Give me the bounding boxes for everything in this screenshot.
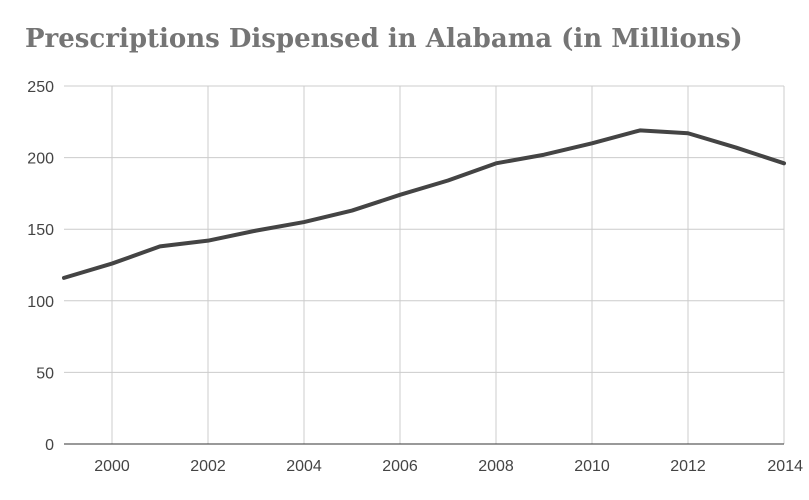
grid xyxy=(64,85,785,444)
y-tick-label-150: 150 xyxy=(27,222,54,239)
chart-title: Prescriptions Dispensed in Alabama (in M… xyxy=(25,24,743,54)
x-tick-label-2000: 2000 xyxy=(94,458,130,475)
x-tick-label-2010: 2010 xyxy=(574,458,610,475)
x-tick-label-2004: 2004 xyxy=(286,458,322,475)
y-tick-label-250: 250 xyxy=(27,79,54,96)
x-tick-label-2008: 2008 xyxy=(478,458,514,475)
x-axis-ticks: 2000 2002 2004 2006 2008 2010 2012 2014 xyxy=(94,458,803,475)
series xyxy=(62,128,786,280)
series-line-0 xyxy=(62,128,786,280)
y-tick-label-0: 0 xyxy=(45,437,54,454)
x-tick-label-2002: 2002 xyxy=(190,458,226,475)
x-tick-label-2006: 2006 xyxy=(382,458,418,475)
y-tick-label-50: 50 xyxy=(36,365,54,382)
y-tick-label-200: 200 xyxy=(27,151,54,168)
y-tick-label-100: 100 xyxy=(27,294,54,311)
x-tick-label-2012: 2012 xyxy=(670,458,706,475)
y-axis-ticks: 0 50 100 150 200 250 xyxy=(27,79,54,454)
x-tick-label-2014: 2014 xyxy=(767,458,803,475)
